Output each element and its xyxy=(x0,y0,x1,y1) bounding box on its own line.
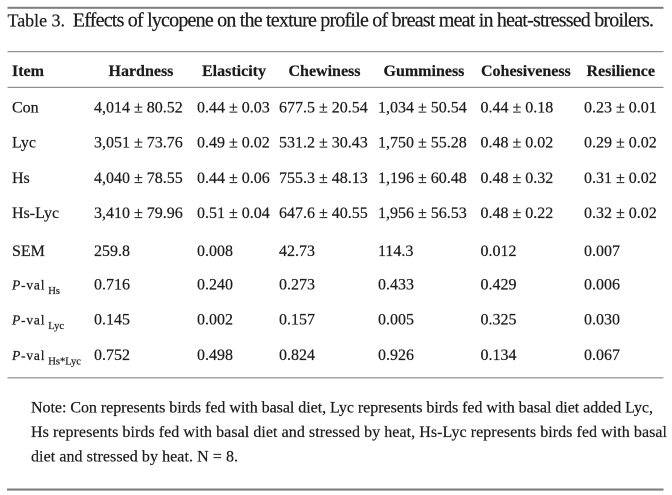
svg-text:0.44 ± 0.06: 0.44 ± 0.06 xyxy=(197,170,270,187)
svg-text:259.8: 259.8 xyxy=(94,243,130,260)
svg-text:0.48 ± 0.32: 0.48 ± 0.32 xyxy=(481,170,554,187)
svg-text:Cohesiveness: Cohesiveness xyxy=(481,63,571,80)
svg-text:0.008: 0.008 xyxy=(197,243,233,260)
svg-text:Lyc: Lyc xyxy=(12,135,36,152)
svg-text:Item: Item xyxy=(12,63,45,80)
svg-text:Gumminess: Gumminess xyxy=(384,63,465,80)
svg-text:P-val: P-val xyxy=(11,278,45,293)
svg-text:P-val: P-val xyxy=(11,348,45,363)
svg-text:0.48 ± 0.02: 0.48 ± 0.02 xyxy=(481,135,554,152)
svg-text:1,750 ± 55.28: 1,750 ± 55.28 xyxy=(378,135,467,152)
svg-text:0.716: 0.716 xyxy=(94,277,130,294)
svg-text:0.273: 0.273 xyxy=(279,277,315,294)
svg-text:0.005: 0.005 xyxy=(378,312,414,329)
svg-text:0.44 ± 0.18: 0.44 ± 0.18 xyxy=(481,100,554,117)
svg-text:0.240: 0.240 xyxy=(197,277,233,294)
svg-text:Resilience: Resilience xyxy=(587,63,655,80)
svg-text:0.007: 0.007 xyxy=(584,243,620,260)
svg-text:Con: Con xyxy=(12,100,39,117)
svg-text:4,040 ± 78.55: 4,040 ± 78.55 xyxy=(94,170,183,187)
svg-text:diet and stressed by heat. N =: diet and stressed by heat. N = 8. xyxy=(31,448,238,465)
svg-text:Hs: Hs xyxy=(48,286,60,297)
svg-text:0.49 ± 0.02: 0.49 ± 0.02 xyxy=(197,135,270,152)
svg-text:Elasticity: Elasticity xyxy=(202,63,266,80)
svg-text:1,196 ± 60.48: 1,196 ± 60.48 xyxy=(378,170,467,187)
svg-text:0.067: 0.067 xyxy=(584,347,620,364)
svg-text:0.006: 0.006 xyxy=(584,277,620,294)
svg-text:0.429: 0.429 xyxy=(481,277,517,294)
svg-text:0.32 ± 0.02: 0.32 ± 0.02 xyxy=(584,205,657,222)
svg-text:0.824: 0.824 xyxy=(279,347,315,364)
svg-text:677.5 ± 20.54: 677.5 ± 20.54 xyxy=(279,100,368,117)
svg-text:0.145: 0.145 xyxy=(94,312,130,329)
svg-text:Hs*Lyc: Hs*Lyc xyxy=(48,357,81,368)
svg-text:Hs: Hs xyxy=(12,170,30,187)
svg-text:SEM: SEM xyxy=(12,243,45,260)
svg-text:Note: Con represents birds fed: Note: Con represents birds fed with basa… xyxy=(31,399,653,416)
svg-text:531.2 ± 30.43: 531.2 ± 30.43 xyxy=(279,135,368,152)
svg-text:Hs represents birds fed with b: Hs represents birds fed with basal diet … xyxy=(31,424,668,441)
svg-text:4,014 ± 80.52: 4,014 ± 80.52 xyxy=(94,100,183,117)
svg-text:0.498: 0.498 xyxy=(197,347,233,364)
svg-text:Hardness: Hardness xyxy=(109,63,174,80)
svg-text:0.48 ± 0.22: 0.48 ± 0.22 xyxy=(481,205,554,222)
svg-text:42.73: 42.73 xyxy=(279,243,315,260)
svg-text:0.752: 0.752 xyxy=(94,347,130,364)
svg-text:Lyc: Lyc xyxy=(48,321,64,332)
svg-text:755.3 ± 48.13: 755.3 ± 48.13 xyxy=(279,170,368,187)
svg-text:0.926: 0.926 xyxy=(378,347,414,364)
svg-text:114.3: 114.3 xyxy=(378,243,413,260)
svg-text:Effects of lycopene on the tex: Effects of lycopene on the texture profi… xyxy=(73,10,654,32)
svg-text:Hs-Lyc: Hs-Lyc xyxy=(12,205,59,222)
svg-text:0.325: 0.325 xyxy=(481,312,517,329)
svg-text:1,956 ± 56.53: 1,956 ± 56.53 xyxy=(378,205,467,222)
svg-text:0.002: 0.002 xyxy=(197,312,233,329)
svg-text:0.44 ± 0.03: 0.44 ± 0.03 xyxy=(197,100,270,117)
svg-text:0.030: 0.030 xyxy=(584,312,620,329)
svg-text:0.134: 0.134 xyxy=(481,347,517,364)
svg-text:647.6 ± 40.55: 647.6 ± 40.55 xyxy=(279,205,368,222)
svg-text:0.157: 0.157 xyxy=(279,312,315,329)
svg-text:0.51 ± 0.04: 0.51 ± 0.04 xyxy=(197,205,270,222)
svg-text:0.012: 0.012 xyxy=(481,243,517,260)
svg-text:1,034 ± 50.54: 1,034 ± 50.54 xyxy=(378,100,467,117)
svg-text:3,051 ± 73.76: 3,051 ± 73.76 xyxy=(94,135,183,152)
svg-text:P-val: P-val xyxy=(11,313,45,328)
svg-text:0.23 ± 0.01: 0.23 ± 0.01 xyxy=(584,100,657,117)
svg-text:Chewiness: Chewiness xyxy=(289,63,361,80)
svg-text:0.433: 0.433 xyxy=(378,277,414,294)
svg-text:Table 3.: Table 3. xyxy=(8,11,66,31)
svg-text:0.29 ± 0.02: 0.29 ± 0.02 xyxy=(584,135,657,152)
svg-text:3,410 ± 79.96: 3,410 ± 79.96 xyxy=(94,205,183,222)
svg-text:0.31 ± 0.02: 0.31 ± 0.02 xyxy=(584,170,657,187)
